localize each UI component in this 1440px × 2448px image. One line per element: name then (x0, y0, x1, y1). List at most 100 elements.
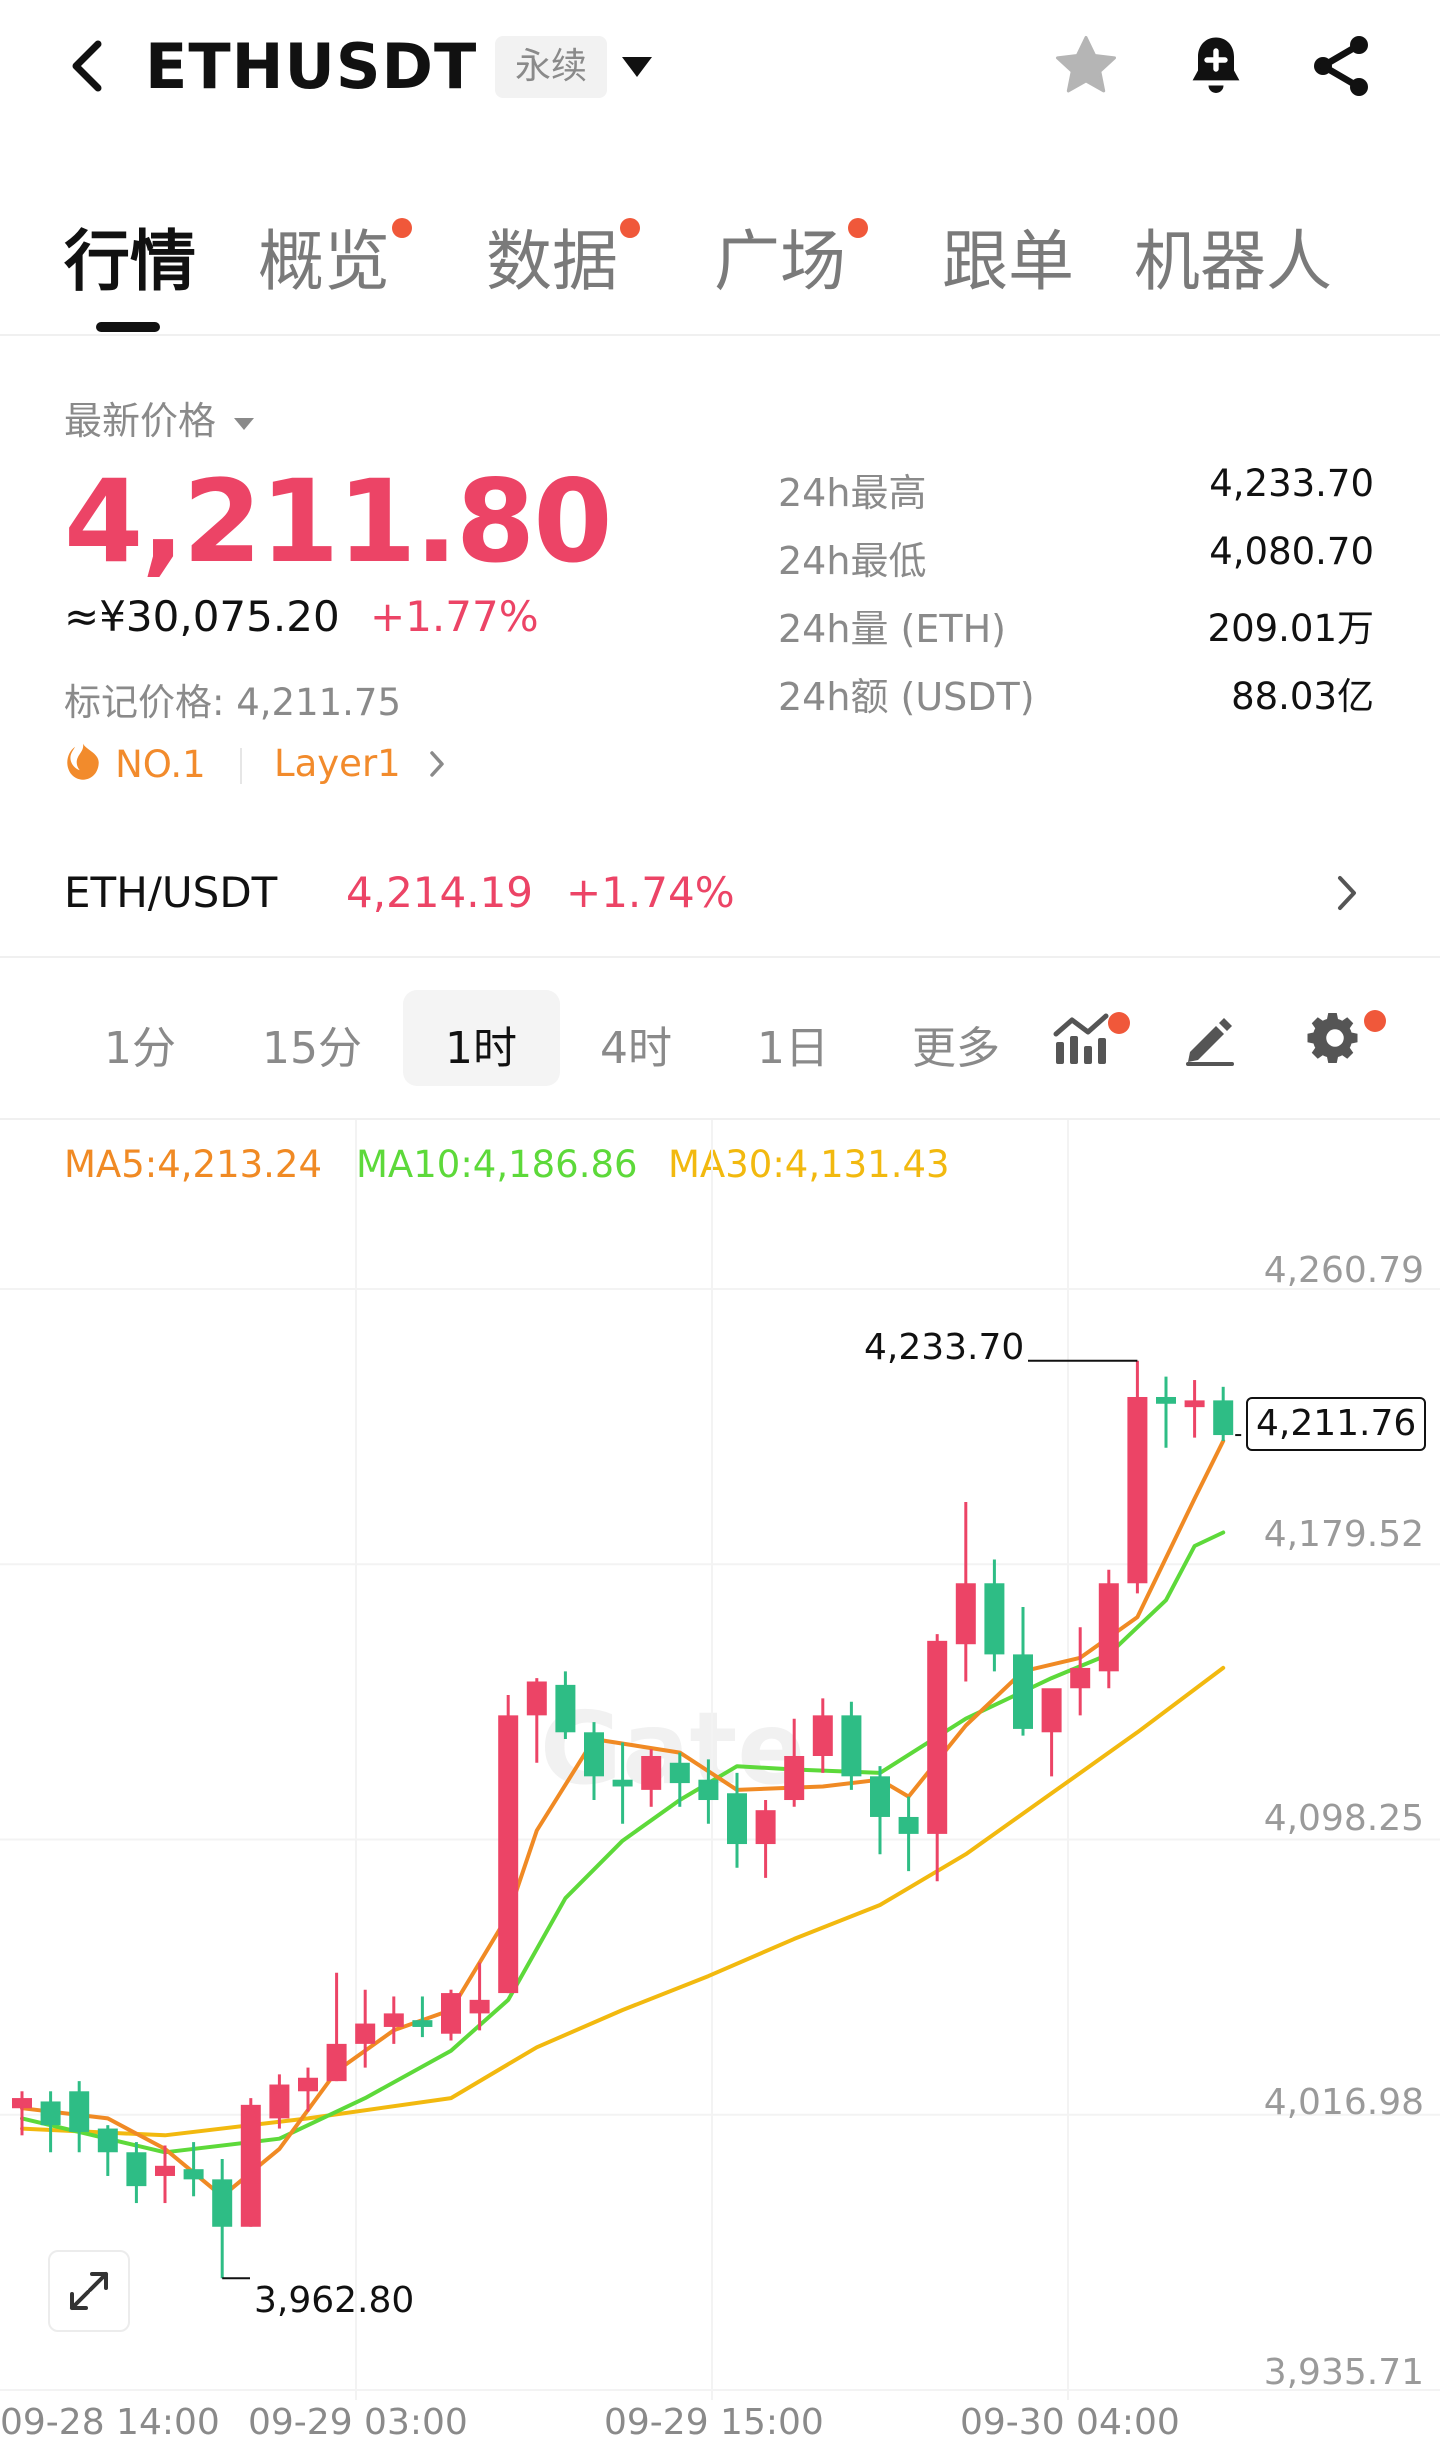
tab-square-dot (848, 218, 868, 238)
stat-low-label: 24h最低 (778, 539, 927, 583)
symbol-dropdown-button[interactable] (620, 55, 654, 79)
candle (1041, 1688, 1062, 1777)
candle-body (69, 2091, 90, 2132)
share-button[interactable] (1305, 30, 1377, 102)
candle (784, 1718, 805, 1807)
favorite-button[interactable] (1050, 30, 1122, 102)
candle (984, 1559, 1005, 1672)
candle-body (1156, 1396, 1176, 1404)
tab-overview-dot (392, 218, 412, 238)
stat-volume-label: 24h量 (ETH) (778, 607, 1006, 651)
contract-type-badge[interactable]: 永续 (495, 36, 607, 98)
latest-price-selector[interactable]: 最新价格 (64, 390, 256, 445)
drawing-tool-button[interactable] (1180, 1008, 1240, 1068)
candle-body (1070, 1667, 1091, 1689)
chevron-down-icon (622, 57, 652, 77)
interval-1d[interactable]: 1日 (757, 1023, 829, 1074)
interval-15m[interactable]: 15分 (262, 1023, 362, 1074)
interval-4h[interactable]: 4时 (600, 1023, 672, 1074)
tab-data[interactable]: 数据 (486, 223, 618, 300)
tab-bots[interactable]: 机器人 (1134, 223, 1332, 300)
ma10-line (20, 1530, 1226, 2155)
candle-body (183, 2169, 204, 2180)
candle-body (326, 2043, 347, 2082)
spot-change: +1.74% (566, 868, 735, 917)
candlestick-chart[interactable] (0, 1120, 1440, 2448)
candle (1184, 1380, 1205, 1438)
y-tick-label: 3,935.71 (1263, 2352, 1424, 2393)
rank-label: NO.1 (115, 742, 206, 786)
candle (1098, 1569, 1119, 1689)
candle (126, 2142, 147, 2204)
tab-square[interactable]: 广场 (714, 223, 846, 300)
tab-market[interactable]: 行情 (64, 223, 196, 300)
back-button[interactable] (60, 36, 120, 96)
candle (727, 1772, 747, 1868)
price-alert-button[interactable] (1180, 30, 1252, 102)
candle-body (812, 1715, 833, 1756)
candle (441, 1989, 461, 2041)
indicators-button[interactable] (1050, 1008, 1124, 1068)
candle (612, 1742, 633, 1824)
rank-tag[interactable]: NO.1 (64, 742, 206, 786)
interval-more[interactable]: 更多 (912, 1023, 1000, 1074)
x-tick-label: 09-29 15:00 (604, 2402, 824, 2443)
candle-body (412, 2020, 433, 2027)
candle-body (612, 1779, 633, 1787)
category-tag[interactable]: Layer1 (274, 742, 450, 785)
candle (955, 1501, 976, 1682)
star-icon (1056, 36, 1116, 93)
active-tab-indicator (96, 322, 160, 332)
candle-body (927, 1640, 948, 1834)
candle (1013, 1606, 1033, 1736)
stat-turnover-value: 88.03亿 (1231, 675, 1374, 718)
indicators-dot (1108, 1012, 1130, 1034)
divider (0, 1118, 1440, 1120)
last-price: 4,211.80 (64, 455, 613, 588)
candle-body (727, 1793, 747, 1845)
candle-body (441, 1993, 461, 2034)
candle-body (555, 1684, 576, 1733)
ma5-legend: MA5:4,213.24 (64, 1143, 323, 1186)
spot-pair: ETH/USDT (64, 868, 278, 917)
gear-icon (1307, 1013, 1358, 1063)
chart-settings-button[interactable] (1305, 1008, 1365, 1068)
x-tick-label: 09-30 04:00 (960, 2402, 1180, 2443)
tab-overview[interactable]: 概览 (258, 223, 390, 300)
candle (40, 2091, 61, 2153)
candle-body (1041, 1688, 1062, 1733)
candle-body (984, 1583, 1005, 1655)
indicator-chart-icon (1053, 1013, 1109, 1064)
interval-1h[interactable]: 1时 (445, 1023, 517, 1074)
settings-dot (1364, 1010, 1386, 1032)
fullscreen-button[interactable] (48, 2250, 130, 2332)
flame-icon (67, 743, 99, 780)
candle-body (12, 2098, 32, 2109)
candle-body (898, 1816, 919, 1834)
candle (698, 1759, 719, 1824)
candle-body (698, 1779, 719, 1801)
stat-turnover-label: 24h额 (USDT) (778, 675, 1035, 719)
candle-body (584, 1732, 604, 1777)
candle-body (126, 2152, 147, 2187)
candle-body (1184, 1400, 1205, 1408)
candle-body (155, 2165, 175, 2176)
spot-row-arrow (1330, 870, 1364, 916)
candle (870, 1766, 890, 1855)
candle (1070, 1627, 1091, 1716)
stat-high-label: 24h最高 (778, 471, 927, 515)
candle-body (841, 1715, 862, 1777)
latest-price-label: 最新价格 (64, 399, 217, 443)
candle (269, 2074, 290, 2129)
chevron-right-icon (430, 750, 444, 777)
y-tick-label: 4,260.79 (1263, 1250, 1424, 1291)
tab-data-dot (620, 218, 640, 238)
symbol-title[interactable]: ETHUSDT (145, 30, 478, 103)
candle (1156, 1376, 1176, 1448)
candle-body (755, 1810, 776, 1845)
interval-1m[interactable]: 1分 (104, 1023, 176, 1074)
price-change: +1.77% (370, 592, 539, 641)
divider (0, 956, 1440, 958)
tab-copy-trading[interactable]: 跟单 (942, 223, 1074, 300)
candle-body (269, 2084, 290, 2119)
